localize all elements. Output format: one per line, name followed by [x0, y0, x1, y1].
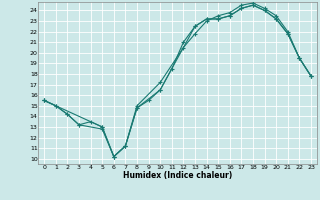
- X-axis label: Humidex (Indice chaleur): Humidex (Indice chaleur): [123, 171, 232, 180]
